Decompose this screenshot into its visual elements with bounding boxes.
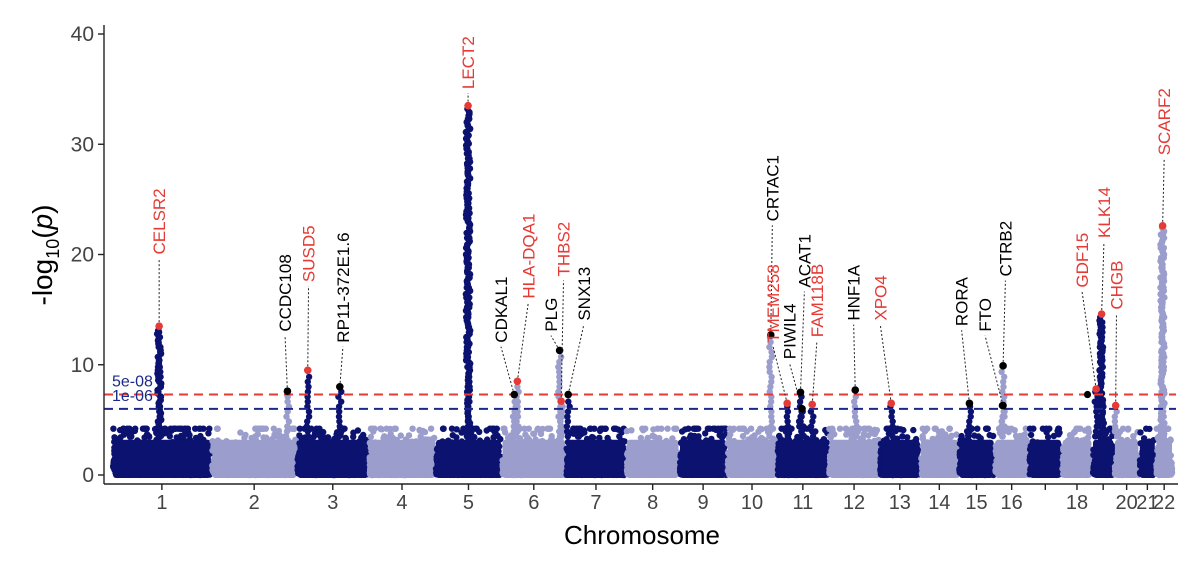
snp-point xyxy=(586,425,594,432)
snp-band-base xyxy=(369,439,435,478)
snp-point xyxy=(181,427,188,435)
snp-band-base xyxy=(113,439,211,478)
snp-point xyxy=(649,432,656,439)
snp-point xyxy=(166,433,173,440)
snp-point xyxy=(132,425,139,432)
snp-point xyxy=(628,427,635,434)
snp-point xyxy=(449,432,456,439)
snp-point xyxy=(180,433,187,440)
chromosome-band-1 xyxy=(110,425,214,479)
snp-band-base xyxy=(502,439,566,478)
snp-point xyxy=(489,425,496,432)
chromosome-band-8 xyxy=(623,425,682,479)
snp-point xyxy=(110,425,117,432)
chromosome-band-4 xyxy=(366,425,438,479)
snp-point xyxy=(391,425,398,432)
snp-point xyxy=(405,432,413,439)
snp-point xyxy=(476,428,483,436)
snp-point xyxy=(440,425,447,432)
chromosome-band-7 xyxy=(563,425,629,479)
snp-point xyxy=(671,425,678,432)
snp-point xyxy=(367,433,374,441)
snp-point xyxy=(639,425,646,432)
snp-point xyxy=(427,425,435,432)
snp-point xyxy=(270,425,277,432)
snp-point xyxy=(574,433,582,440)
snp-point xyxy=(658,425,665,432)
snp-point xyxy=(145,433,153,440)
snp-point xyxy=(530,430,538,438)
snp-point xyxy=(242,431,249,439)
snp-point xyxy=(254,431,261,438)
snp-band-base xyxy=(566,439,626,478)
snp-point xyxy=(494,432,501,439)
snp-point xyxy=(237,429,244,436)
snp-band-base xyxy=(212,439,296,478)
snp-point xyxy=(548,433,555,440)
snp-point xyxy=(545,425,552,432)
data-points-layer xyxy=(110,105,1176,479)
snp-point xyxy=(170,425,177,432)
snp-point xyxy=(650,426,657,433)
snp-point xyxy=(296,425,304,432)
snp-point xyxy=(371,425,378,432)
snp-point xyxy=(596,427,604,435)
snp-point xyxy=(197,432,204,440)
snp-point xyxy=(296,432,303,439)
snp-point xyxy=(206,425,213,432)
snp-point xyxy=(120,425,127,432)
snp-point xyxy=(664,425,671,432)
snp-point xyxy=(419,427,427,435)
snp-point xyxy=(378,426,385,433)
snp-point xyxy=(501,425,508,432)
chromosome-band-2 xyxy=(209,425,300,479)
snp-point xyxy=(611,425,618,432)
snp-point xyxy=(409,425,416,432)
snp-point xyxy=(577,426,585,433)
snp-point xyxy=(274,433,281,440)
snp-point xyxy=(350,433,357,440)
snp-band-base xyxy=(436,439,501,478)
snp-band-base xyxy=(297,439,368,478)
snp-point xyxy=(128,430,135,437)
snp-point xyxy=(142,425,149,432)
snp-point xyxy=(186,432,193,439)
snp-point xyxy=(196,425,203,432)
snp-point xyxy=(314,430,321,437)
snp-point xyxy=(252,425,259,432)
snp-point xyxy=(259,425,267,432)
snp-point xyxy=(448,425,456,432)
snp-point xyxy=(397,432,404,439)
snp-point xyxy=(214,425,221,432)
snp-point xyxy=(173,434,180,441)
snp-point xyxy=(602,425,609,432)
snp-point xyxy=(525,425,532,432)
